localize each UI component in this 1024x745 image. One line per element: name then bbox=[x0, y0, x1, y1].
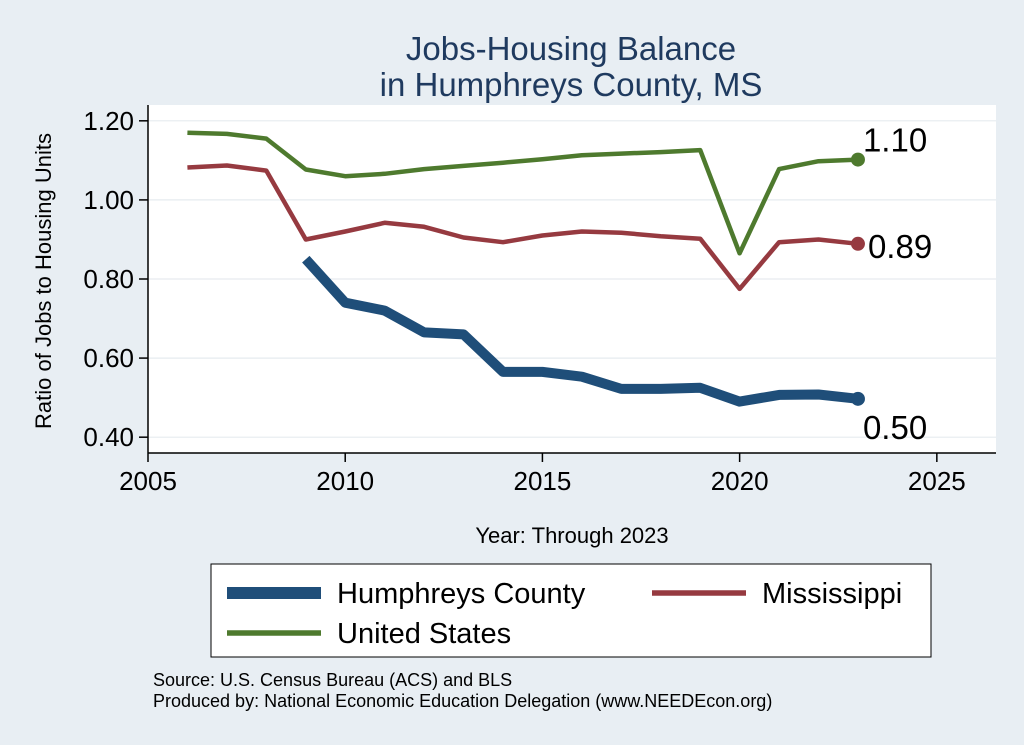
series-mississippi-line bbox=[187, 163, 859, 292]
y-tick-label: 1.20 bbox=[83, 106, 134, 136]
series-humphreys-county-line bbox=[302, 255, 859, 407]
legend: Humphreys County Mississippi United States bbox=[227, 578, 902, 650]
x-ticks: 2005 2010 2015 2020 2025 bbox=[119, 453, 966, 496]
y-ticks: 0.40 0.60 0.80 1.00 1.20 bbox=[83, 106, 148, 452]
x-axis-label: Year: Through 2023 bbox=[475, 523, 668, 548]
producer-note: Produced by: National Economic Education… bbox=[153, 691, 772, 711]
y-axis-label: Ratio of Jobs to Housing Units bbox=[31, 133, 56, 429]
series-lines bbox=[187, 130, 865, 407]
x-tick-label: 2025 bbox=[908, 466, 966, 496]
grid bbox=[148, 120, 996, 438]
x-tick-label: 2010 bbox=[316, 466, 374, 496]
y-tick-label: 1.00 bbox=[83, 185, 134, 215]
y-tick-label: 0.60 bbox=[83, 343, 134, 373]
end-labels: 0.50 0.89 1.10 bbox=[863, 122, 932, 446]
series-united-states-line bbox=[187, 130, 859, 256]
series-humphreys-county-end-marker bbox=[850, 391, 865, 406]
legend-box bbox=[210, 563, 932, 658]
x-tick-label: 2015 bbox=[513, 466, 571, 496]
series-united-states-end-marker bbox=[850, 152, 865, 167]
series-mississippi-end-label: 0.89 bbox=[868, 228, 932, 265]
source-note: Source: U.S. Census Bureau (ACS) and BLS bbox=[153, 670, 512, 690]
y-tick-label: 0.80 bbox=[83, 264, 134, 294]
y-tick-label: 0.40 bbox=[83, 422, 134, 452]
legend-label: Mississippi bbox=[762, 578, 902, 610]
series-mississippi-end-marker bbox=[850, 236, 865, 251]
x-tick-label: 2020 bbox=[711, 466, 769, 496]
legend-label: United States bbox=[337, 618, 511, 650]
legend-label: Humphreys County bbox=[337, 578, 586, 610]
chart-title-line-1: Jobs-Housing Balance bbox=[406, 30, 736, 67]
x-tick-label: 2005 bbox=[119, 466, 177, 496]
chart-title-line-2: in Humphreys County, MS bbox=[380, 66, 763, 103]
series-humphreys-county-end-label: 0.50 bbox=[863, 409, 927, 446]
series-united-states-end-label: 1.10 bbox=[863, 122, 927, 159]
